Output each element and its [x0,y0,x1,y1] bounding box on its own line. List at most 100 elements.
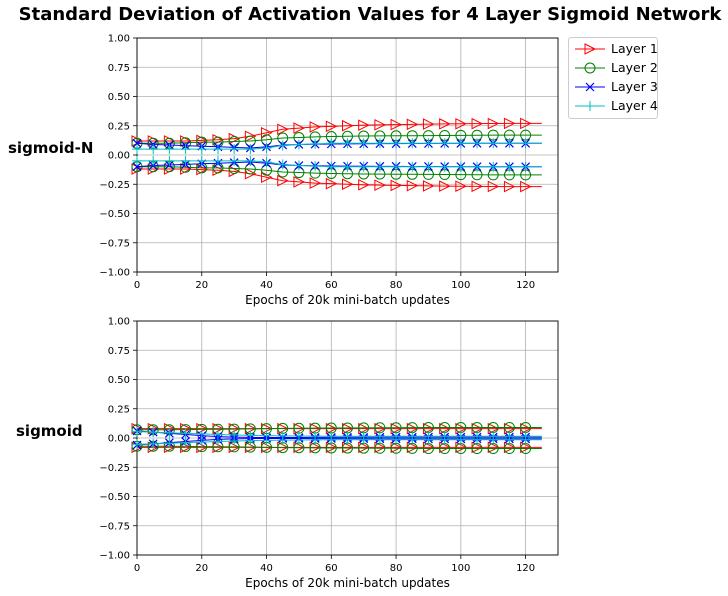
data-point-layer-4 [148,427,159,438]
x-tick-label: 60 [325,280,338,291]
y-tick-label: −1.00 [99,551,130,562]
data-point-layer-4 [229,155,240,166]
data-point-layer-4 [455,161,466,172]
y-tick-label: −0.50 [99,209,130,220]
x-tick-label: 40 [260,563,273,574]
legend-label-layer-1: Layer 1 [611,41,658,56]
data-point-layer-4 [439,434,450,445]
data-point-layer-4 [472,138,483,149]
data-point-layer-4 [407,434,418,445]
x-tick-label: 80 [390,563,403,574]
data-point-layer-4 [374,161,385,172]
data-point-layer-1 [455,117,467,130]
data-point-layer-1 [325,120,338,133]
x-tick-label: 120 [516,563,535,574]
data-point-layer-1 [406,118,419,131]
legend-label-layer-3: Layer 3 [611,79,658,94]
data-point-layer-1 [374,119,387,131]
data-point-layer-1 [439,118,451,130]
data-point-layer-1 [422,180,435,192]
y-tick-label: 0.00 [108,434,130,445]
data-point-layer-1 [520,180,532,193]
data-point-layer-1 [455,180,467,193]
data-point-layer-4 [439,138,450,149]
data-point-layer-1 [244,167,257,180]
y-tick-label: 0.75 [108,346,130,357]
data-point-layer-1 [487,117,500,130]
data-point-layer-4 [245,435,256,446]
data-point-layer-1 [309,121,322,133]
data-point-layer-4 [374,138,385,149]
data-point-layer-1 [293,176,306,188]
data-point-layer-4 [504,161,515,172]
data-point-layer-4 [391,434,402,445]
data-point-layer-4 [374,434,385,445]
data-point-layer-4 [180,437,191,448]
data-point-layer-1 [439,180,451,192]
series-line-layer-2-lower [137,166,542,176]
y-tick-label: 1.00 [108,317,130,328]
data-point-layer-4 [277,435,288,446]
data-point-layer-4 [358,138,369,149]
data-point-layer-1 [309,177,322,189]
series-line-layer-3-lower [136,437,542,446]
row-label-sigmoid: sigmoid [16,422,83,440]
legend-swatch-layer-3 [575,82,605,92]
x-axis-label: Epochs of 20k mini-batch updates [245,576,450,590]
legend-swatch-layer-1 [575,43,605,55]
data-point-layer-4 [423,161,434,172]
data-point-layer-4 [277,159,288,170]
plot-panel-1: 1.00 0.75 0.50 0.25 0.00 −0.25 −0.50 −0.75 −1.00… [99,34,559,307]
data-point-layer-4 [342,138,353,149]
data-point-layer-4 [520,434,531,445]
data-point-layer-4 [148,438,159,449]
x-tick-label: 20 [195,280,208,291]
y-tick-label: −0.75 [99,238,130,249]
data-point-layer-4 [488,138,499,149]
data-point-layer-1 [358,179,370,191]
legend-marker [584,43,597,55]
data-point-layer-1 [471,180,484,193]
data-point-layer-4 [391,161,402,172]
y-tick-label: −1.00 [99,268,130,279]
data-point-layer-4 [180,144,191,155]
data-point-layer-4 [164,155,175,166]
data-point-layer-1 [277,123,289,136]
legend-marker [585,101,595,111]
data-point-layer-4 [164,427,175,438]
x-tick-label: 100 [451,563,470,574]
y-tick-label: 0.50 [108,375,130,386]
series-line-layer-3-upper [136,142,542,149]
data-point-layer-4 [488,161,499,172]
data-point-layer-1 [390,179,403,192]
x-tick-label: 100 [451,280,470,291]
data-point-layer-1 [503,180,516,193]
data-point-layer-3 [132,138,142,148]
data-point-layer-4 [423,138,434,149]
data-point-layer-1 [520,117,532,130]
data-point-layer-4 [261,435,272,446]
data-point-layer-4 [326,161,337,172]
data-point-layer-4 [212,436,223,447]
data-point-layer-4 [196,144,207,155]
legend-marker [585,82,595,92]
data-point-layer-4 [455,434,466,445]
data-point-layer-1 [325,177,338,190]
data-point-layer-1 [406,179,419,192]
data-point-layer-4 [310,161,321,172]
series-line-layer-1-lower [137,168,542,188]
data-point-layer-4 [504,138,515,149]
data-point-layer-4 [407,161,418,172]
chart-title: Standard Deviation of Activation Values … [18,4,722,25]
data-point-layer-4 [358,434,369,445]
data-point-layer-4 [358,161,369,172]
legend-item-layer-1: Layer 1 [573,40,658,58]
data-point-layer-4 [212,144,223,155]
data-point-layer-4 [148,155,159,166]
data-point-layer-4 [488,434,499,445]
data-point-layer-4 [326,434,337,445]
x-tick-label: 80 [390,280,403,291]
y-tick-label: −0.75 [99,521,130,532]
data-point-layer-1 [293,122,306,134]
